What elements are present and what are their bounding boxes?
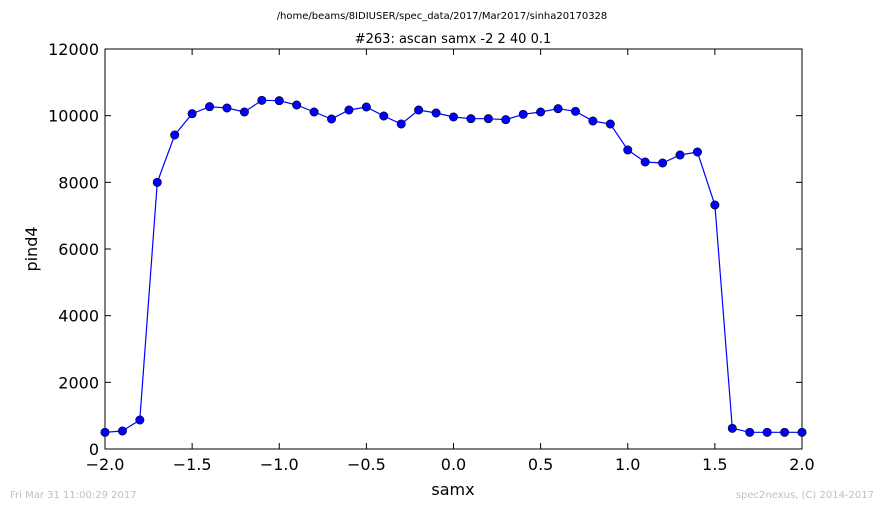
data-point xyxy=(675,150,685,160)
data-point xyxy=(344,105,354,115)
data-point xyxy=(762,427,772,437)
data-point xyxy=(658,158,668,168)
x-tick-label: 2.0 xyxy=(789,455,814,474)
data-point xyxy=(135,415,145,425)
data-point xyxy=(396,119,406,129)
data-point xyxy=(414,105,424,115)
data-point xyxy=(640,157,650,167)
y-tick-label: 12000 xyxy=(48,40,99,59)
data-point xyxy=(797,427,807,437)
x-tick-label: −1.5 xyxy=(173,455,212,474)
y-tick-label: 2000 xyxy=(58,373,99,392)
data-point xyxy=(292,100,302,110)
data-point xyxy=(239,107,249,117)
chart-title: #263: ascan samx -2 2 40 0.1 xyxy=(355,32,552,47)
x-tick-label: 0.5 xyxy=(528,455,553,474)
y-tick-label: 0 xyxy=(89,440,99,459)
data-point xyxy=(309,107,319,117)
y-tick-label: 6000 xyxy=(58,240,99,259)
footer-credit: spec2nexus, (C) 2014-2017 xyxy=(735,490,874,501)
x-tick-label: 0.0 xyxy=(441,455,466,474)
y-axis-label: pind4 xyxy=(22,226,41,271)
data-point xyxy=(187,109,197,119)
data-point xyxy=(623,145,633,155)
data-point xyxy=(379,111,389,121)
y-tick-label: 8000 xyxy=(58,173,99,192)
y-tick-label: 4000 xyxy=(58,307,99,326)
footer-timestamp: Fri Mar 31 11:00:29 2017 xyxy=(10,490,137,501)
data-point xyxy=(605,119,615,129)
data-point xyxy=(117,426,127,436)
data-point xyxy=(553,104,563,114)
data-point xyxy=(780,427,790,437)
x-tick-label: −2.0 xyxy=(86,455,125,474)
data-point xyxy=(501,115,511,125)
x-tick-label: 1.0 xyxy=(615,455,640,474)
data-point xyxy=(466,114,476,124)
series-group xyxy=(100,95,807,437)
data-point xyxy=(274,96,284,106)
data-point xyxy=(361,102,371,112)
axis-tick-labels: −2.0 −1.5 −1.0 −0.5 0.0 0.5 1.0 1.5 2.0 0 2000 4000… xyxy=(48,40,815,474)
data-point xyxy=(448,112,458,122)
data-point xyxy=(710,200,720,210)
data-point xyxy=(588,116,598,126)
x-tick-label: −0.5 xyxy=(347,455,386,474)
data-point xyxy=(692,147,702,157)
data-point xyxy=(536,107,546,117)
data-point xyxy=(222,103,232,113)
data-point xyxy=(727,423,737,433)
y-tick-label: 10000 xyxy=(48,107,99,126)
x-tick-label: 1.5 xyxy=(702,455,727,474)
data-point xyxy=(100,427,110,437)
data-point xyxy=(518,109,528,119)
data-point xyxy=(431,108,441,118)
figure-suptitle: /home/beams/8IDIUSER/spec_data/2017/Mar2… xyxy=(277,11,608,22)
data-point xyxy=(170,130,180,140)
data-point xyxy=(745,427,755,437)
axis-ticks xyxy=(104,48,803,450)
data-point xyxy=(257,95,267,105)
x-axis-label: samx xyxy=(431,480,474,499)
x-tick-label: −1.0 xyxy=(260,455,299,474)
data-point xyxy=(483,114,493,124)
data-point xyxy=(205,102,215,112)
data-point xyxy=(327,114,337,124)
data-point xyxy=(570,106,580,116)
data-point xyxy=(152,177,162,187)
